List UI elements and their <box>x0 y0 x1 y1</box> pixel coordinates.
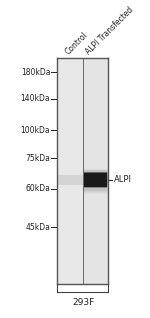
Bar <box>58 175 82 185</box>
Text: 180kDa: 180kDa <box>21 68 50 77</box>
Text: ALPI: ALPI <box>114 176 132 184</box>
FancyBboxPatch shape <box>84 170 108 191</box>
Bar <box>83 58 108 284</box>
Text: 140kDa: 140kDa <box>21 94 50 103</box>
FancyBboxPatch shape <box>84 169 108 194</box>
Text: ALPI Transfected: ALPI Transfected <box>84 5 135 57</box>
Text: 60kDa: 60kDa <box>25 184 50 193</box>
Text: 100kDa: 100kDa <box>21 126 50 135</box>
Bar <box>57 58 108 284</box>
Text: 45kDa: 45kDa <box>25 223 50 232</box>
Text: Control: Control <box>64 31 90 57</box>
Text: 75kDa: 75kDa <box>25 154 50 163</box>
Bar <box>57 58 83 284</box>
Text: 293F: 293F <box>72 298 94 307</box>
FancyBboxPatch shape <box>84 172 107 187</box>
